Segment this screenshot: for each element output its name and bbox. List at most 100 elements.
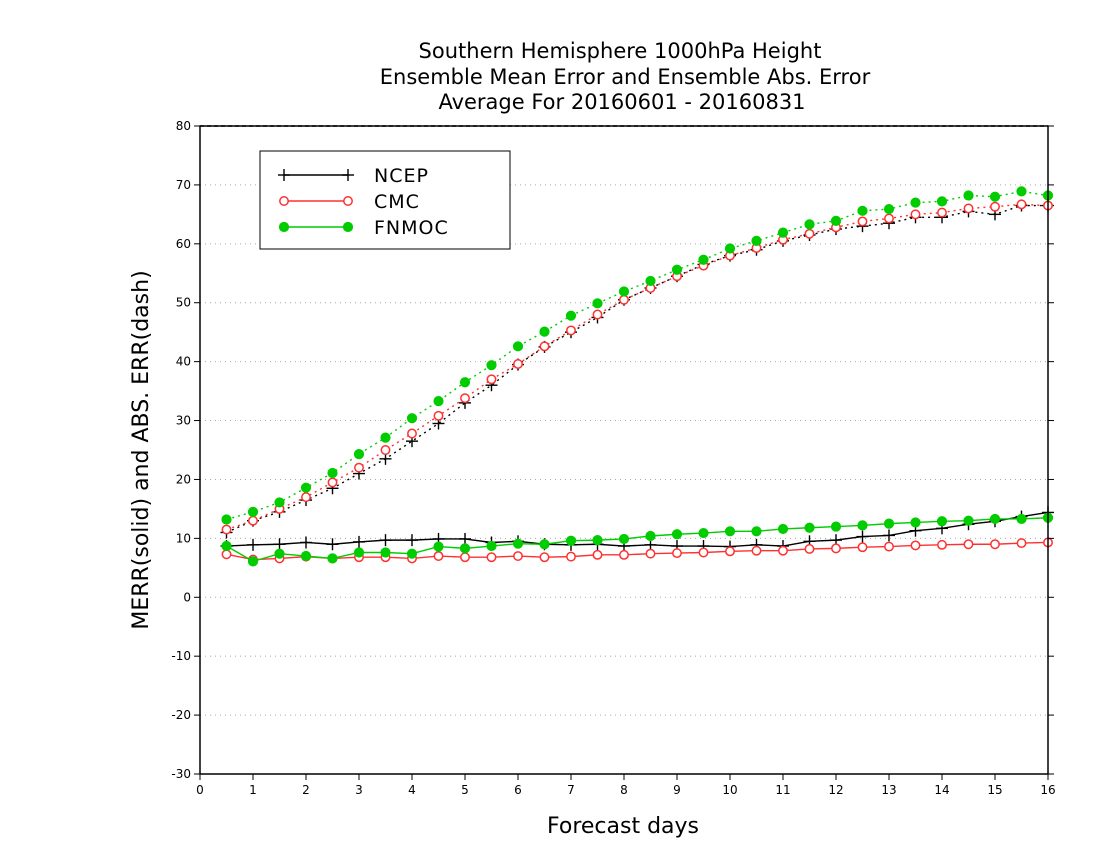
y-tick-label: -10 [171, 649, 191, 663]
chart-title: Southern Hemisphere 1000hPa Height Ensem… [380, 39, 871, 114]
fnmoc-abs-err-point [565, 310, 577, 321]
legend-marker-fnmoc [342, 221, 354, 233]
cmc-merr-point [725, 546, 735, 557]
fnmoc-abs-err-point [910, 197, 921, 208]
cmc-abs-err-point [539, 341, 550, 352]
y-tick-label: 20 [176, 472, 191, 486]
ncep-merr-point [883, 529, 895, 542]
cmc-merr-point [910, 540, 921, 551]
title-line-3: Average For 20160601 - 20160831 [438, 90, 805, 114]
y-tick-label: 40 [176, 355, 191, 369]
fnmoc-abs-err-point [221, 514, 232, 525]
legend-marker-cmc [279, 196, 289, 206]
y-tick-label: 0 [183, 590, 191, 604]
legend-marker-ncep [342, 169, 354, 181]
series-layer [220, 186, 1054, 567]
legend-box [259, 150, 511, 250]
fnmoc-abs-err-point [380, 432, 391, 443]
cmc-merr-point [831, 543, 841, 554]
fnmoc-abs-err-point [857, 205, 868, 216]
cmc-merr-point [566, 551, 576, 562]
ncep-merr-point [300, 536, 312, 549]
fnmoc-merr-point [221, 540, 232, 552]
ncep-merr-point [273, 538, 286, 551]
fnmoc-merr-point [512, 538, 524, 549]
cmc-abs-err-point [990, 201, 1000, 212]
legend-marker-ncep [278, 169, 290, 181]
fnmoc-abs-err-point [804, 219, 815, 230]
x-tick-label: 11 [775, 783, 790, 797]
fnmoc-merr-point [698, 527, 709, 539]
cmc-merr-point [937, 539, 947, 550]
fnmoc-merr-point [751, 526, 762, 537]
legend-marker-fnmoc [278, 221, 290, 233]
cmc-abs-err-point [1016, 199, 1027, 210]
x-tick-label: 3 [355, 783, 363, 797]
cmc-abs-err-point [513, 359, 523, 369]
fnmoc-abs-err-point [645, 275, 656, 287]
cmc-abs-err-line [226, 203, 1049, 531]
y-tick-label: -30 [171, 767, 191, 781]
ncep-merr-point [406, 534, 418, 547]
x-tick-label: 4 [408, 783, 416, 797]
fnmoc-merr-point [645, 530, 656, 542]
cmc-merr-point [539, 552, 550, 563]
ncep-merr-line [226, 511, 1049, 548]
cmc-abs-err-point [884, 213, 894, 224]
x-tick-label: 2 [302, 783, 310, 797]
legend: NCEP CMC FNMOC [259, 150, 511, 250]
fnmoc-abs-err-point [406, 413, 418, 424]
fnmoc-abs-err-point [512, 341, 524, 352]
fnmoc-merr-point [565, 535, 577, 546]
fnmoc-merr-point [353, 547, 365, 558]
cmc-abs-err-point [592, 309, 603, 320]
cmc-merr-point [513, 551, 523, 561]
fnmoc-merr-point [724, 526, 736, 537]
fnmoc-merr-point [539, 539, 550, 550]
x-tick-label: 0 [196, 783, 204, 797]
legend-label-ncep: NCEP [374, 165, 429, 187]
cmc-merr-point [751, 545, 762, 556]
x-tick-label: 15 [987, 783, 1002, 797]
fnmoc-abs-err-point [247, 506, 259, 517]
cmc-merr-point [804, 544, 815, 554]
cmc-abs-err-point [804, 228, 815, 239]
cmc-merr-point [486, 552, 497, 563]
ncep-abs-err-line [226, 204, 1048, 534]
x-tick-label: 7 [567, 783, 575, 797]
fnmoc-merr-point [300, 550, 312, 562]
fnmoc-abs-err-point [300, 482, 312, 493]
fnmoc-abs-err-point [698, 254, 709, 265]
cmc-merr-point [1016, 538, 1027, 549]
cmc-abs-err-point [566, 325, 576, 336]
fnmoc-merr-point [459, 543, 471, 554]
cmc-abs-err-point [937, 207, 947, 218]
y-tick-label: 80 [176, 119, 191, 133]
fnmoc-abs-err-point [830, 215, 842, 226]
cmc-abs-err-point [963, 203, 974, 214]
cmc-merr-point [592, 549, 603, 560]
x-axis-label: Forecast days [547, 814, 699, 839]
fnmoc-abs-err-point [989, 191, 1001, 202]
x-tick-label: 1 [249, 783, 257, 797]
fnmoc-merr-point [433, 541, 444, 552]
fnmoc-abs-err-point [539, 326, 550, 337]
cmc-abs-err-point [301, 492, 311, 503]
cmc-merr-point [884, 541, 894, 552]
ncep-merr-point [379, 534, 392, 547]
cmc-abs-err-point [407, 428, 417, 439]
fnmoc-merr-point [618, 533, 630, 545]
ncep-merr-point [353, 535, 365, 548]
fnmoc-merr-point [857, 520, 868, 531]
fnmoc-abs-err-point [724, 243, 736, 254]
x-tick-label: 10 [722, 783, 737, 797]
x-tick-label: 8 [620, 783, 628, 797]
cmc-merr-point [619, 549, 629, 560]
fnmoc-merr-point [406, 548, 418, 559]
legend-label-cmc: CMC [374, 191, 420, 213]
x-tick-label: 5 [461, 783, 469, 797]
title-line-2: Ensemble Mean Error and Ensemble Abs. Er… [380, 65, 871, 89]
fnmoc-abs-err-point [883, 203, 895, 215]
fnmoc-abs-err-point [592, 298, 603, 309]
